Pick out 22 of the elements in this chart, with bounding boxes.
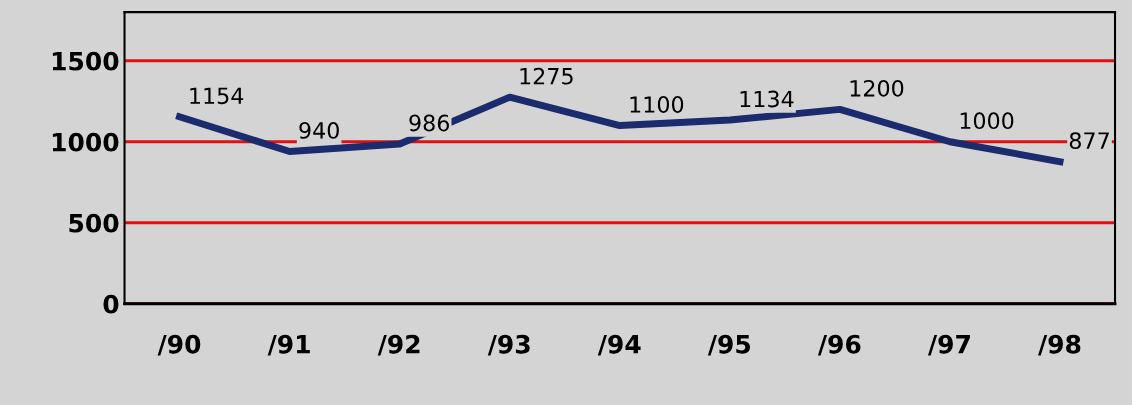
x-tick-label: /93 — [487, 334, 530, 356]
y-tick-label: 1500 — [52, 51, 119, 71]
x-tick-label: /90 — [157, 334, 201, 356]
data-label: 1134 — [740, 90, 794, 108]
x-tick-label: /94 — [597, 334, 641, 356]
data-label: 1000 — [960, 112, 1014, 130]
x-tick-label: /95 — [707, 334, 751, 356]
data-label: 877 — [1069, 132, 1109, 150]
data-label: 1200 — [850, 79, 904, 97]
y-tick-label: 1000 — [52, 132, 119, 152]
y-tick-label: 500 — [69, 213, 119, 233]
x-tick-label: /96 — [817, 334, 861, 356]
x-tick-label: /98 — [1038, 334, 1081, 356]
x-tick-label: /92 — [377, 334, 420, 356]
y-tick-label: 0 — [103, 294, 119, 314]
data-label: 986 — [409, 114, 450, 132]
data-label: 1100 — [630, 96, 684, 113]
data-label: 1275 — [520, 67, 573, 85]
x-tick-label: /91 — [267, 334, 310, 356]
data-label: 940 — [299, 122, 339, 139]
data-label: 1154 — [190, 87, 244, 105]
x-tick-label: /97 — [927, 334, 970, 356]
